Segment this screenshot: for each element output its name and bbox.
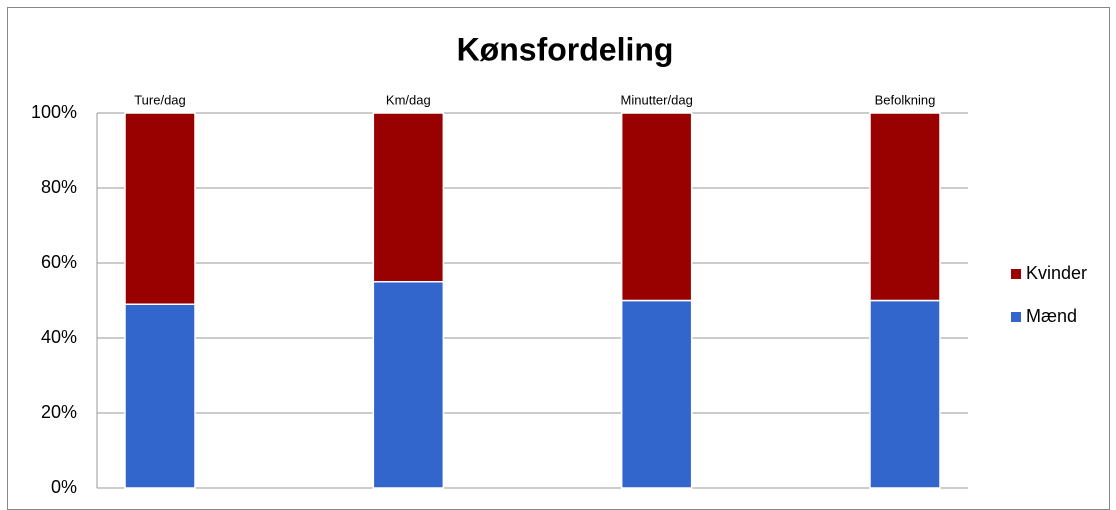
bar-segment (124, 303, 196, 489)
bar-segment (620, 112, 693, 302)
category-label: Km/dag (386, 92, 431, 107)
legend-swatch (1011, 312, 1021, 322)
bar-segment (869, 112, 941, 302)
bar-segment (372, 281, 445, 489)
y-tick-label: 80% (41, 177, 77, 197)
y-tick-label: 60% (41, 252, 77, 272)
legend-label: Mænd (1026, 306, 1077, 326)
category-label: Ture/dag (134, 92, 186, 107)
category-label: Minutter/dag (621, 92, 693, 107)
bar-segment (372, 112, 445, 283)
y-tick-label: 0% (51, 477, 77, 497)
bar-segment (620, 299, 693, 489)
bar-segment (869, 299, 941, 489)
chart-title: Kønsfordeling (457, 31, 674, 67)
y-tick-label: 40% (41, 327, 77, 347)
y-tick-label: 100% (31, 102, 77, 122)
legend-label: Kvinder (1026, 263, 1087, 283)
category-label: Befolkning (875, 92, 936, 107)
bar-segment (124, 112, 196, 305)
y-tick-label: 20% (41, 402, 77, 422)
legend-swatch (1011, 269, 1021, 279)
